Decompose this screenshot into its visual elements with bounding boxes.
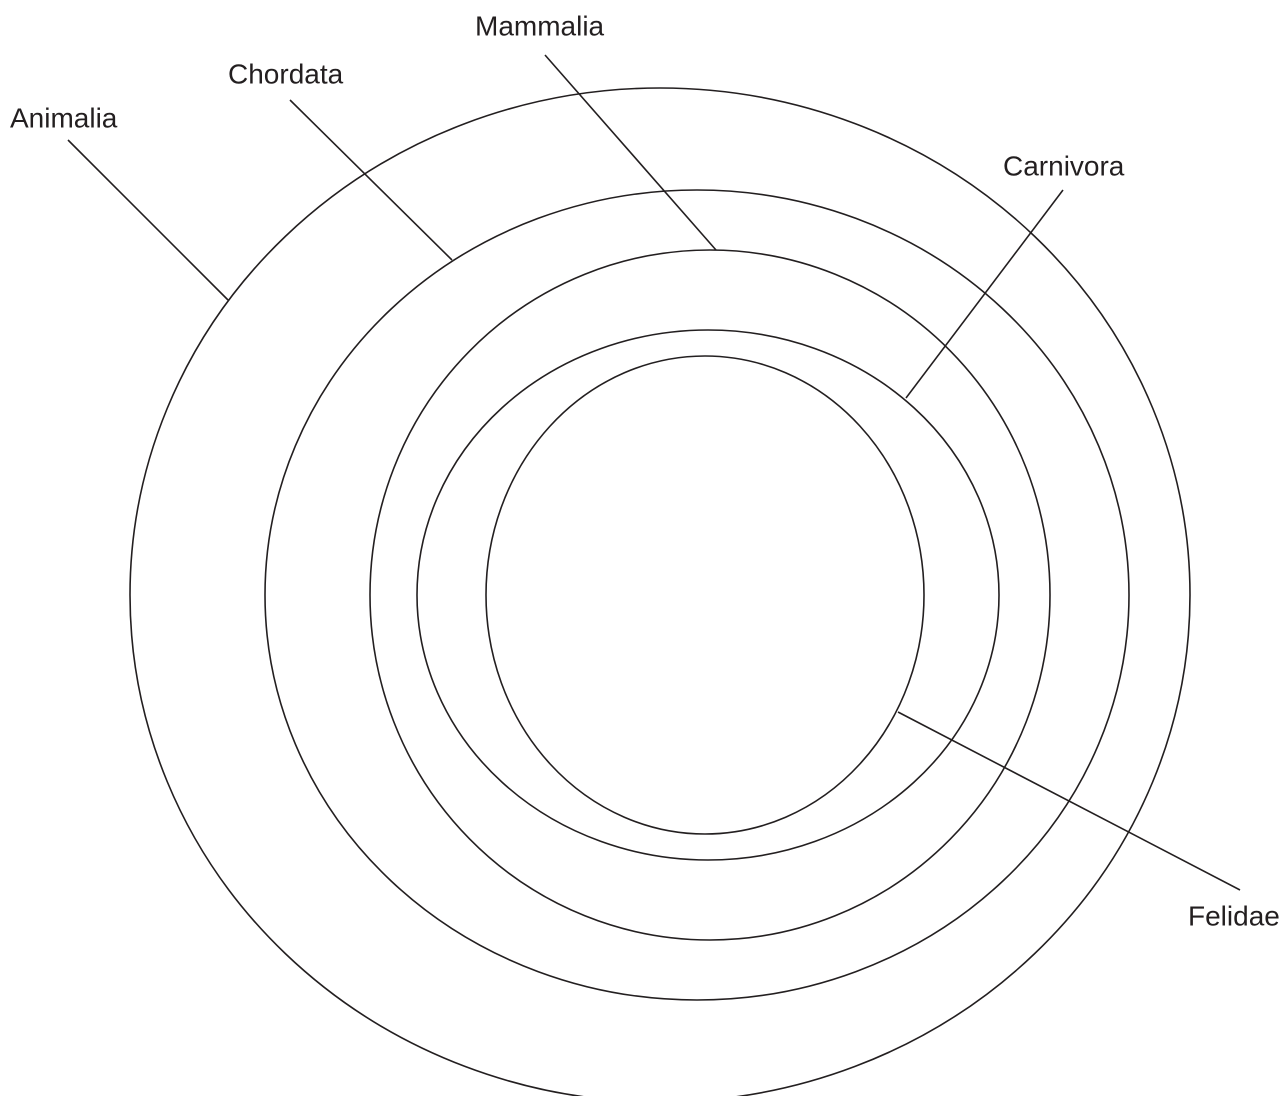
node-label: Animalia — [10, 102, 118, 133]
node-label: Mammalia — [475, 10, 605, 41]
leader-line — [544, 54, 717, 251]
animalia-ring — [129, 87, 1191, 1096]
chordata-ring — [264, 189, 1130, 1001]
leader-line — [905, 189, 1064, 399]
leader-line — [897, 711, 1241, 891]
mammalia-ring — [369, 249, 1051, 941]
felidae-ring — [485, 355, 925, 835]
node-label: Chordata — [228, 58, 344, 89]
leader-line — [67, 139, 229, 301]
carnivora-ring — [416, 329, 1000, 861]
leader-line — [289, 99, 453, 261]
node-label: Carnivora — [1003, 150, 1125, 181]
node-label: Felidae — [1188, 900, 1280, 931]
